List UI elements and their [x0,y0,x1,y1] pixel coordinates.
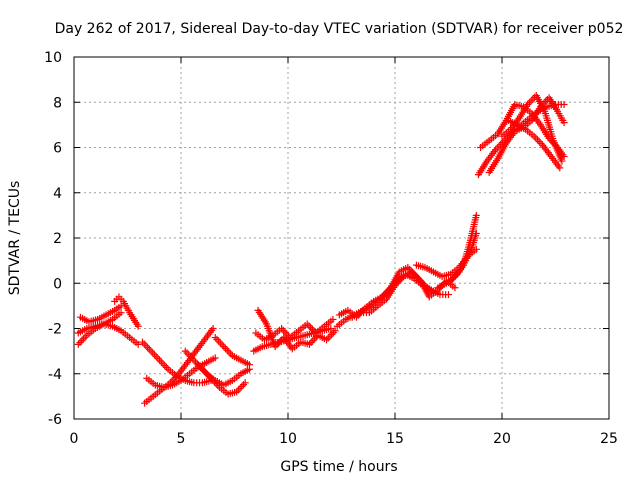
data-point [241,379,249,387]
x-tick-label: 20 [493,431,511,447]
data-point-interp [236,384,244,392]
x-tick-label: 15 [386,431,404,447]
data-point [331,327,339,335]
data-point-interp [535,138,543,146]
data-point-interp [534,136,542,144]
data-point [220,343,228,351]
data-point-interp [161,362,169,370]
x-tick-label: 10 [279,431,297,447]
data-point-interp [213,335,221,343]
data-point-interp [78,337,86,345]
data-point-interp [154,354,162,362]
data-point [209,325,217,332]
y-tick-label: 10 [44,50,62,66]
data-point [329,315,337,323]
data-point-interp [537,139,545,147]
data-point-interp [142,342,150,350]
data-point [181,347,189,355]
y-tick-label: 4 [53,186,62,202]
data-point-interp [527,97,535,105]
data-point-interp [222,344,230,352]
data-point-interp [140,340,148,348]
data-point [451,284,459,292]
data-point-interp [183,349,191,357]
data-point [472,211,480,219]
x-tick-label: 25 [600,431,618,447]
data-point-interp [79,335,87,343]
data-point [560,101,568,109]
y-tick-label: -2 [48,322,62,338]
y-tick-label: -6 [48,412,62,428]
data-point [211,334,219,342]
x-axis-label: GPS time / hours [280,459,397,475]
x-tick-labels: 0 5 10 15 20 25 [70,431,618,447]
data-point [558,157,566,165]
data-point [134,322,142,330]
data-point [147,347,155,355]
data-points [74,91,568,407]
data-point-interp [81,333,89,341]
data-point-interp [145,345,153,353]
data-point-interp [532,134,540,142]
data-point [472,229,480,237]
data-point [211,354,219,362]
data-point-interp [162,363,170,371]
data-point [156,356,164,364]
data-point-interp [223,346,231,354]
data-point [560,119,568,127]
data-point-interp [279,326,287,334]
data-point [245,361,253,369]
data-point-interp [218,341,226,349]
data-point [134,340,142,348]
data-point-interp [324,334,332,342]
y-tick-label: -4 [48,367,62,383]
data-point [445,291,452,299]
data-point-interp [238,382,246,390]
y-tick-label: 0 [53,276,62,292]
data-point-interp [305,322,313,330]
data-point-interp [157,358,165,366]
data-point [556,164,564,172]
data-point-interp [152,353,160,361]
data-point-interp [239,381,247,389]
axis-ticks [73,56,610,420]
y-tick-label: 8 [53,95,62,111]
data-point [117,309,125,317]
data-point-interp [215,337,223,345]
y-tick-label: 2 [53,231,62,247]
y-tick-labels: -6 -4 -2 0 2 4 6 8 10 [44,50,62,428]
data-point-interp [149,349,157,357]
x-tick-label: 0 [70,431,79,447]
data-point-interp [150,351,158,359]
data-point [74,340,82,348]
data-point-interp [216,339,224,347]
data-point-interp [76,339,84,347]
data-point-interp [159,360,167,368]
data-point-interp [225,348,233,356]
data-point-interp [307,339,315,347]
y-tick-label: 6 [53,141,62,157]
data-point [327,325,335,332]
x-tick-label: 5 [177,431,186,447]
data-point-interp [309,337,317,345]
y-axis-label: SDTVAR / TECUs [7,181,23,296]
data-point-interp [144,344,152,352]
chart-title: Day 262 of 2017, Sidereal Day-to-day VTE… [55,21,624,37]
grid [74,57,609,419]
